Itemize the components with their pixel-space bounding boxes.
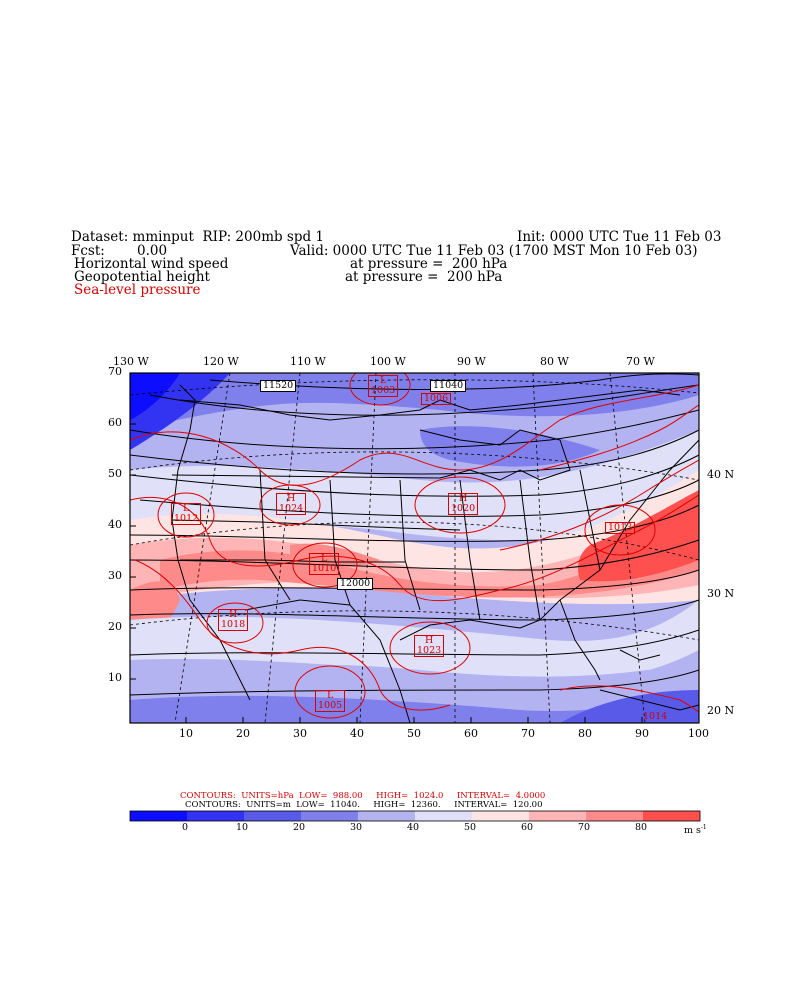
colorbar: [129, 810, 701, 822]
field-wind-speed: Horizontal wind speed: [74, 256, 229, 272]
fcst-value: 0.00: [137, 243, 168, 259]
colorbar-label-50: 50: [464, 822, 477, 833]
bottom-tick-30: 30: [293, 727, 307, 740]
left-tick-10: 10: [108, 671, 122, 684]
pressure-center: L 1012: [171, 503, 202, 525]
colorbar-segment: [529, 811, 586, 821]
lon-label-100w: 100 W: [370, 355, 406, 368]
lat-label-20n: 20 N: [707, 704, 735, 717]
contours-slp-info: CONTOURS: UNITS=hPa LOW= 988.00 HIGH= 10…: [180, 791, 546, 801]
bottom-tick-90: 90: [635, 727, 649, 740]
colorbar-segment: [130, 811, 187, 821]
colorbar-segment: [472, 811, 529, 821]
field-geopotential: Geopotential height: [74, 269, 210, 285]
bottom-tick-60: 60: [464, 727, 478, 740]
colorbar-label-40: 40: [407, 822, 420, 833]
pressure-center: H 1020: [448, 493, 479, 515]
colorbar-segment: [301, 811, 358, 821]
valid-line: Valid: 0000 UTC Tue 11 Feb 03 (1700 MST …: [290, 243, 698, 259]
colorbar-segment: [244, 811, 301, 821]
pressure-center: L 1010: [309, 553, 340, 575]
left-tick-60: 60: [108, 416, 122, 429]
init-line: Init: 0000 UTC Tue 11 Feb 03: [517, 229, 722, 245]
pressure-center: 1006: [421, 393, 452, 405]
colorbar-label-80: 80: [635, 822, 648, 833]
field-wind-level: at pressure = 200 hPa: [350, 256, 508, 272]
contours-height-info: CONTOURS: UNITS=m LOW= 11040. HIGH= 1236…: [185, 800, 543, 810]
pressure-center: L 1005: [315, 690, 346, 712]
field-geopotential-level: at pressure = 200 hPa: [345, 269, 503, 285]
colorbar-label-60: 60: [521, 822, 534, 833]
left-tick-20: 20: [108, 620, 122, 633]
fcst-label: Fcst:: [71, 243, 105, 259]
lon-label-80w: 80 W: [540, 355, 569, 368]
colorbar-segment: [586, 811, 643, 821]
bottom-tick-10: 10: [179, 727, 193, 740]
colorbar-units: m s-1: [684, 824, 707, 837]
pressure-center: 1013: [605, 522, 636, 534]
bottom-tick-100: 100: [688, 727, 709, 740]
colorbar-label-0: 0: [182, 822, 189, 833]
colorbar-segment: [187, 811, 244, 821]
bottom-tick-20: 20: [236, 727, 250, 740]
lon-label-130w: 130 W: [113, 355, 149, 368]
lon-label-90w: 90 W: [457, 355, 486, 368]
colorbar-border: [129, 810, 701, 822]
bottom-tick-40: 40: [350, 727, 364, 740]
lon-label-120w: 120 W: [203, 355, 239, 368]
colorbar-label-30: 30: [350, 822, 363, 833]
dataset-line: Dataset: mminput RIP: 200mb spd 1: [71, 229, 325, 245]
lat-label-40n: 40 N: [707, 468, 735, 481]
field-slp: Sea-level pressure: [74, 282, 201, 298]
pressure-center: H 1018: [218, 609, 249, 631]
left-tick-30: 30: [108, 569, 122, 582]
lat-label-30n: 30 N: [707, 587, 735, 600]
pressure-center: H 1023: [414, 635, 445, 657]
height-label: 11520: [260, 380, 297, 392]
left-tick-40: 40: [108, 518, 122, 531]
colorbar-label-70: 70: [578, 822, 591, 833]
colorbar-segment: [358, 811, 415, 821]
bottom-tick-70: 70: [521, 727, 535, 740]
colorbar-segment: [415, 811, 472, 821]
pressure-center: 1014: [643, 711, 668, 722]
colorbar-segment: [643, 811, 700, 821]
lon-label-110w: 110 W: [290, 355, 326, 368]
bottom-tick-80: 80: [578, 727, 592, 740]
left-tick-70: 70: [108, 365, 122, 378]
colorbar-label-20: 20: [293, 822, 306, 833]
height-label: 12000: [337, 578, 374, 590]
height-label: 11040: [430, 380, 467, 392]
pressure-center: H 1024: [276, 493, 307, 515]
lon-label-70w: 70 W: [626, 355, 655, 368]
pressure-center: L 1003: [368, 375, 399, 397]
bottom-tick-50: 50: [407, 727, 421, 740]
left-tick-50: 50: [108, 467, 122, 480]
colorbar-label-10: 10: [236, 822, 249, 833]
map-lines: [130, 373, 699, 723]
